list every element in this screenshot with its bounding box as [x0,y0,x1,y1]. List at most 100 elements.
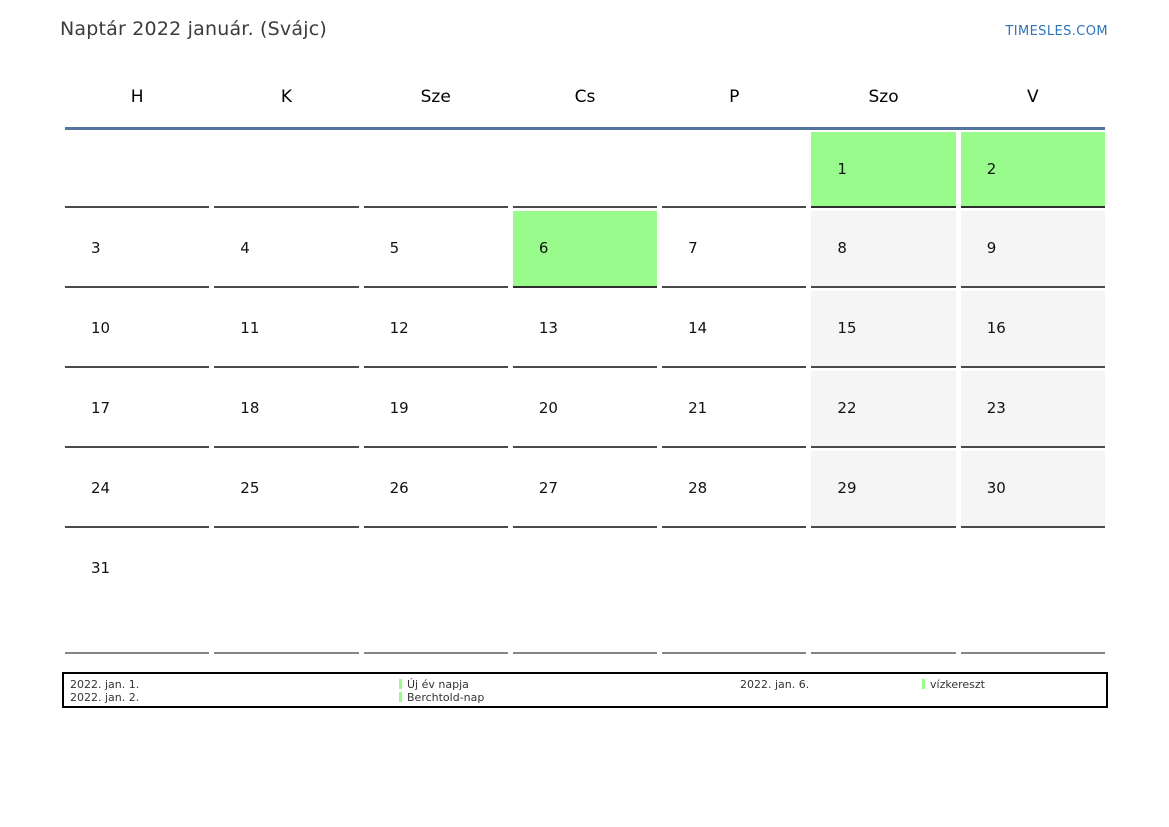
day-number: 2 [986,160,997,178]
day-cell-26: 26 [363,451,508,528]
holiday-color-bar-icon [399,692,402,702]
legend-box: 2022. jan. 1. 2022. jan. 2. Új év napja … [62,672,1108,708]
day-cell-3: 3 [65,211,210,288]
holiday-color-bar-icon [922,679,925,689]
day-header-friday: P [729,87,740,107]
day-number: 12 [389,319,409,337]
day-number: 18 [240,399,260,417]
day-header-saturday: Szo [868,87,899,107]
day-number: 14 [688,319,708,337]
day-cell-empty [662,531,807,654]
day-cell-16: 16 [960,291,1105,368]
day-number: 21 [688,399,708,417]
day-number: 13 [538,319,558,337]
legend-date: 2022. jan. 6. [740,678,810,691]
day-cell-28: 28 [662,451,807,528]
day-number: 25 [240,479,260,497]
day-cell-24: 24 [65,451,210,528]
legend-date: 2022. jan. 2. [70,691,140,704]
day-cell-22: 22 [811,371,956,448]
day-cell-19: 19 [363,371,508,448]
day-cell-14: 14 [662,291,807,368]
day-header-sunday: V [1027,87,1039,107]
day-cell-empty [811,531,956,654]
day-header-row: H K Sze Cs P Szo V [65,85,1105,127]
legend-holiday-name: vízkereszt [930,678,985,691]
day-cell-9: 9 [960,211,1105,288]
day-number: 26 [389,479,409,497]
day-cell-empty [214,531,359,654]
legend-holiday-name: Berchtold-nap [407,691,485,704]
day-number: 30 [986,479,1006,497]
day-number: 28 [688,479,708,497]
day-number: 1 [837,160,847,178]
day-cell-empty [363,132,508,208]
day-cell-25: 25 [214,451,359,528]
day-cell-empty [960,531,1105,654]
day-cell-empty [214,132,359,208]
day-number: 16 [986,319,1006,337]
day-number: 22 [837,399,857,417]
holiday-color-bar-icon [399,679,402,689]
legend-date: 2022. jan. 1. [70,678,140,691]
day-cell-11: 11 [214,291,359,368]
day-cell-29: 29 [811,451,956,528]
day-cell-17: 17 [65,371,210,448]
day-number: 9 [986,239,997,257]
site-link[interactable]: TIMESLES.COM [1005,24,1108,39]
day-header-tuesday: K [280,87,292,107]
calendar-grid: 1 2 3 4 5 6 7 8 9 10 11 12 13 14 15 16 17 18 19 20 21 22 23 24 2… [65,132,1105,654]
day-cell-6: 6 [512,211,658,288]
legend-holiday-name: Új év napja [407,678,469,691]
day-cell-7: 7 [662,211,807,288]
legend-holiday: Új év napja [399,678,469,691]
day-number: 29 [837,479,857,497]
day-cell-13: 13 [512,291,658,368]
day-number: 24 [91,479,111,497]
day-cell-31: 31 [65,531,210,654]
legend-holiday: Berchtold-nap [399,691,484,704]
day-cell-empty [65,132,210,208]
day-cell-4: 4 [214,211,359,288]
day-number: 17 [91,399,111,417]
day-number: 7 [688,239,698,257]
day-cell-2: 2 [960,132,1105,208]
day-number: 23 [986,399,1006,417]
day-number: 20 [538,399,558,417]
day-cell-23: 23 [960,371,1105,448]
day-cell-18: 18 [214,371,359,448]
day-cell-21: 21 [662,371,807,448]
day-cell-1: 1 [811,132,956,208]
day-number: 11 [240,319,260,337]
page-header: Naptár 2022 január. (Svájc) TIMESLES.COM [60,18,1108,40]
day-cell-27: 27 [512,451,658,528]
day-cell-empty [662,132,807,208]
day-number: 3 [91,239,101,257]
day-header-thursday: Cs [574,87,596,107]
day-number: 15 [837,319,857,337]
day-cell-10: 10 [65,291,210,368]
day-number: 8 [837,239,847,257]
day-number: 5 [389,239,400,257]
calendar: H K Sze Cs P Szo V 1 2 3 4 5 6 7 8 9 10 11 12 13 14 15… [65,85,1105,654]
day-number: 31 [91,559,111,577]
day-number: 6 [538,239,549,257]
day-number: 27 [538,479,558,497]
day-number: 10 [91,319,111,337]
day-cell-20: 20 [512,371,658,448]
day-header-wednesday: Sze [420,87,451,107]
day-cell-empty [512,132,658,208]
day-cell-empty [363,531,508,654]
header-divider-line [65,127,1105,130]
page-title: Naptár 2022 január. (Svájc) [60,18,327,40]
legend-holiday: vízkereszt [922,678,985,691]
day-cell-12: 12 [363,291,508,368]
day-cell-8: 8 [811,211,956,288]
day-cell-empty [512,531,658,654]
day-number: 19 [389,399,409,417]
day-header-monday: H [130,87,144,107]
day-cell-30: 30 [960,451,1105,528]
day-number: 4 [240,239,250,257]
day-cell-15: 15 [811,291,956,368]
day-cell-5: 5 [363,211,508,288]
